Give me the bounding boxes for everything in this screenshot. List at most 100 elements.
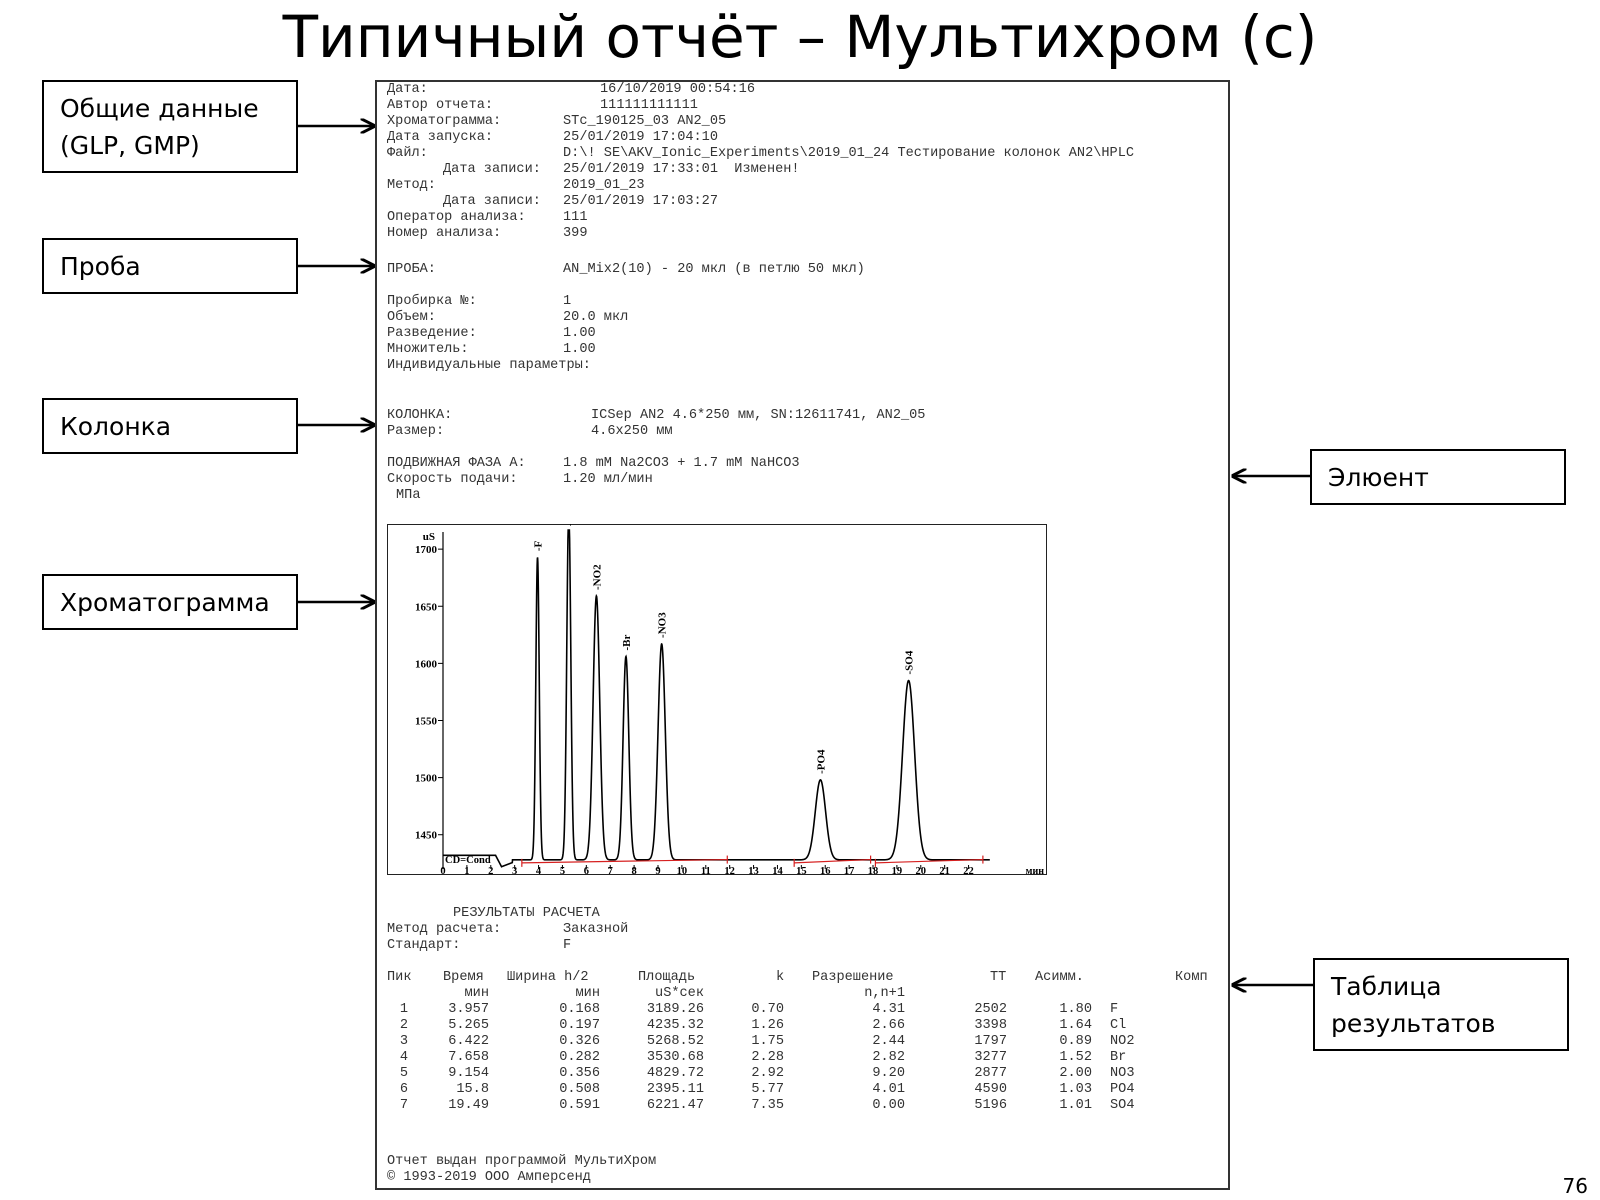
table-cell: 0.508 — [559, 1082, 600, 1097]
x-tick-label: 4 — [536, 866, 542, 875]
callout-chromatogram-label: Хроматограмма — [60, 588, 270, 617]
callout-eluent-label: Элюент — [1328, 463, 1429, 492]
table-cell: 0.356 — [559, 1066, 600, 1081]
x-tick-label: 5 — [560, 866, 565, 875]
x-tick-label: 1 — [464, 866, 469, 875]
table-cell: 3277 — [974, 1050, 1007, 1065]
callout-eluent: Элюент — [1310, 449, 1566, 505]
table-cell: 7.658 — [448, 1050, 489, 1065]
table-header-cell: Ширина h/2 — [507, 970, 589, 985]
sample-value: AN_Mix2(10) - 20 мкл (в петлю 50 мкл) — [563, 262, 865, 277]
table-cell: 5.265 — [448, 1018, 489, 1033]
table-header-cell: TT — [990, 970, 1007, 985]
eluent-row-label: ПОДВИЖНАЯ ФАЗА A: — [387, 456, 526, 471]
table-cell: 5268.52 — [646, 1034, 704, 1049]
table-cell: 2.44 — [872, 1034, 905, 1049]
x-tick-label: 19 — [892, 866, 903, 875]
report-line-label: Дата запуска: — [387, 130, 494, 145]
peak-label: -NO3 — [657, 612, 669, 638]
report-line-label: Дата: — [387, 82, 428, 97]
x-tick-label: 11 — [701, 866, 711, 875]
callout-column: Колонка — [42, 398, 298, 454]
table-cell: 1.75 — [751, 1034, 784, 1049]
x-tick-label: 7 — [608, 866, 613, 875]
peak-label: -Cl — [564, 524, 576, 526]
x-tick-label: 21 — [939, 866, 950, 875]
report-line-label: Дата записи: — [443, 162, 541, 177]
slide-title: Типичный отчёт – Мультихром (с) — [282, 3, 1318, 71]
table-cell: 6 — [399, 1082, 408, 1097]
table-cell: 1.01 — [1059, 1098, 1092, 1113]
table-cell: 2.66 — [872, 1018, 905, 1033]
report-line-label: Номер анализа: — [387, 226, 502, 241]
table-cell: 2395.11 — [646, 1082, 704, 1097]
footer-line: Отчет выдан программой МультиХром — [387, 1154, 657, 1169]
report-line-value: 2019_01_23 — [563, 178, 645, 193]
table-header-unit: uS*сек — [655, 986, 704, 1001]
column-row-value: ICSep AN2 4.6*250 мм, SN:12611741, AN2_0… — [591, 408, 926, 423]
table-cell: 2877 — [974, 1066, 1007, 1081]
x-tick-label: 12 — [724, 866, 735, 875]
baseline-segment — [521, 858, 728, 864]
table-header-unit: мин — [464, 986, 489, 1001]
table-cell: 4.31 — [872, 1002, 905, 1017]
table-cell: 0.282 — [559, 1050, 600, 1065]
table-header-unit: мин — [575, 986, 600, 1001]
table-header-cell: Разрешение — [812, 970, 894, 985]
footer-line: © 1993-2019 ООО Амперсенд — [387, 1170, 591, 1185]
column-row-label: КОЛОНКА: — [387, 408, 453, 423]
table-cell: 0.591 — [559, 1098, 600, 1113]
table-cell: 3398 — [974, 1018, 1007, 1033]
report-line-value: D:\! SE\AKV_Ionic_Experiments\2019_01_24… — [563, 146, 1135, 161]
table-cell: 2 — [399, 1018, 408, 1033]
y-tick-label: 1700 — [415, 544, 438, 556]
x-tick-label: 13 — [748, 866, 759, 875]
table-cell: 3.957 — [448, 1002, 489, 1017]
x-tick-label: 14 — [772, 866, 783, 875]
table-cell: 1.26 — [751, 1018, 784, 1033]
callout-general-data-line2: (GLP, GMP) — [60, 131, 200, 160]
table-cell: 5 — [399, 1066, 408, 1081]
y-axis-label: uS — [423, 531, 435, 543]
report-line-value: 399 — [563, 226, 588, 241]
table-cell: PO4 — [1110, 1082, 1135, 1097]
y-tick-label: 1450 — [415, 830, 438, 842]
table-cell: 5196 — [974, 1098, 1007, 1113]
x-tick-label: 22 — [963, 866, 974, 875]
sample-row-label: Разведение: — [387, 326, 477, 341]
table-cell: 0.168 — [559, 1002, 600, 1017]
y-tick-label: 1500 — [415, 773, 438, 785]
x-tick-label: 16 — [820, 866, 831, 875]
table-cell: 2502 — [974, 1002, 1007, 1017]
x-tick-label: 6 — [584, 866, 589, 875]
y-tick-label: 1550 — [415, 715, 438, 727]
table-cell: 4829.72 — [646, 1066, 704, 1081]
x-tick-label: 20 — [916, 866, 927, 875]
eluent-row-label: Скорость подачи: — [387, 472, 518, 487]
table-cell: 4 — [399, 1050, 408, 1065]
sample-label: ПРОБА: — [387, 262, 436, 277]
report-page — [375, 80, 1230, 1190]
table-cell: 6221.47 — [646, 1098, 704, 1113]
y-tick-label: 1650 — [415, 601, 438, 613]
eluent-row-value: 1.20 мл/мин — [563, 472, 653, 487]
report-line-value: 25/01/2019 17:03:27 — [563, 194, 718, 209]
callout-column-label: Колонка — [60, 412, 172, 441]
sample-row-label: Пробирка №: — [387, 294, 477, 309]
table-cell: 4235.32 — [646, 1018, 704, 1033]
x-tick-label: 18 — [868, 866, 879, 875]
table-cell: 4590 — [974, 1082, 1007, 1097]
sample-row-label: Объем: — [387, 310, 436, 325]
table-cell: 3189.26 — [646, 1002, 704, 1017]
table-cell: F — [1110, 1002, 1119, 1017]
chromatogram-frame — [387, 524, 1047, 875]
callout-chromatogram: Хроматограмма — [42, 574, 298, 630]
peak-label: -SO4 — [904, 650, 916, 674]
table-cell: 5.77 — [751, 1082, 784, 1097]
eluent-row-value: 1.8 mM Na2CO3 + 1.7 mM NaHCO3 — [563, 456, 800, 471]
page-number: 76 — [1562, 1174, 1588, 1198]
x-tick-label: 2 — [488, 866, 493, 875]
table-header-cell: Площадь — [638, 970, 696, 985]
callout-results-table-line2: результатов — [1331, 1009, 1496, 1038]
